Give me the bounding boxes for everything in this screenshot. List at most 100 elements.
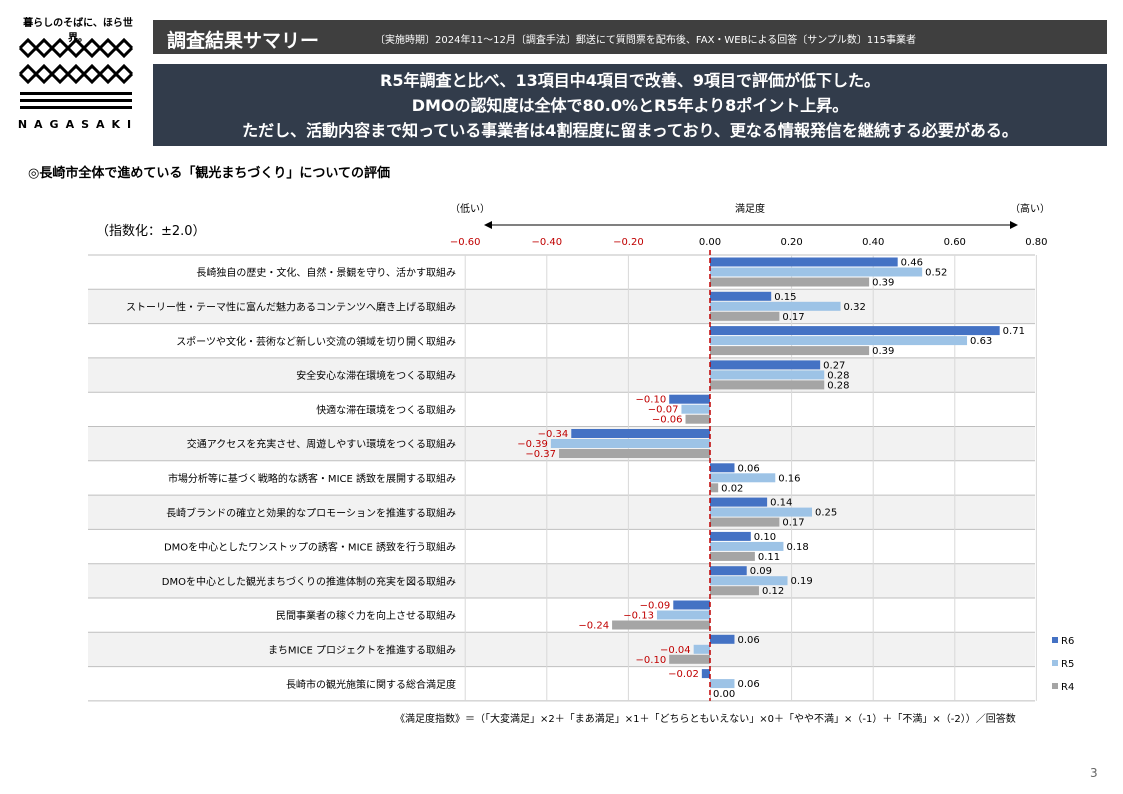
bar-r4 — [710, 517, 780, 527]
bar-r5 — [710, 370, 825, 380]
data-label: −0.37 — [525, 449, 556, 460]
data-label: 0.06 — [737, 463, 759, 474]
category-label: 交通アクセスを充実させ、周遊しやすい環境をつくる取組み — [187, 438, 456, 451]
data-label: 0.06 — [737, 635, 759, 646]
bar-r4 — [710, 586, 759, 596]
tick-label: 0.20 — [780, 237, 802, 248]
survey-note: 〔実施時期〕2024年11～12月〔調査手法〕郵送にて質問票を配布後、FAX・W… — [375, 35, 916, 46]
data-label: 0.39 — [872, 346, 894, 357]
bar-r6 — [710, 497, 768, 507]
category-label: 民間事業者の稼ぐ力を向上させる取組み — [276, 609, 456, 622]
tick-label: −0.20 — [613, 237, 644, 248]
bar-r4 — [710, 311, 780, 321]
bar-r4 — [710, 346, 870, 356]
data-label: 0.12 — [762, 586, 784, 597]
bar-r6 — [673, 600, 710, 610]
data-label: −0.34 — [538, 429, 569, 440]
row-band — [88, 289, 1035, 324]
data-label: 0.28 — [827, 370, 849, 381]
bar-r5 — [693, 644, 710, 654]
data-label: −0.04 — [660, 645, 691, 656]
bar-r5 — [710, 267, 923, 277]
bar-r6 — [710, 531, 751, 541]
axis-arrow-left-icon — [484, 221, 492, 229]
data-label: 0.14 — [770, 498, 792, 509]
axis-high-label: （高い） — [1010, 202, 1050, 215]
data-label: 0.18 — [786, 542, 808, 553]
bar-r4 — [710, 483, 719, 493]
bar-r5 — [710, 336, 968, 346]
data-label: 0.09 — [750, 566, 772, 577]
data-label: 0.15 — [774, 292, 796, 303]
axis-title: 満足度 — [735, 202, 765, 215]
formula-note: 《満足度指数》＝（「大変満足」×2＋「まあ満足」×1＋「どちらともいえない」×0… — [395, 714, 1016, 725]
page-number: 3 — [1090, 766, 1098, 780]
summary-box: R5年調査と比べ、13項目中4項目で改善、9項目で評価が低下した。 DMOの認知… — [153, 64, 1107, 146]
bar-r5 — [681, 404, 710, 414]
bar-r6 — [710, 566, 747, 576]
data-label: 0.32 — [844, 302, 866, 313]
summary-line: DMOの認知度は全体で80.0%とR5年より8ポイント上昇。 — [411, 96, 849, 115]
legend-label: R5 — [1061, 659, 1074, 670]
page-title: 調査結果サマリー — [167, 30, 320, 52]
tick-label: 0.00 — [699, 237, 721, 248]
row-band — [88, 495, 1035, 530]
category-label: 長崎独自の歴史・文化、自然・景観を守り、活かす取組み — [196, 266, 456, 279]
category-label: DMOを中心とした観光まちづくりの推進体制の充実を図る取組み — [162, 575, 456, 588]
bar-r6 — [710, 326, 1000, 336]
summary-line: R5年調査と比べ、13項目中4項目で改善、9項目で評価が低下した。 — [380, 71, 880, 90]
bar-r5 — [710, 507, 812, 517]
bar-r6 — [710, 634, 735, 644]
data-label: 0.63 — [970, 336, 992, 347]
bar-r4 — [669, 654, 710, 664]
bar-r6 — [710, 291, 772, 301]
legend-swatch-r4 — [1052, 683, 1058, 689]
data-label: −0.24 — [578, 621, 609, 632]
category-label: 長崎ブランドの確立と効果的なプロモーションを推進する取組み — [166, 506, 456, 519]
title-bar: 調査結果サマリー 〔実施時期〕2024年11～12月〔調査手法〕郵送にて質問票を… — [153, 20, 1107, 54]
bar-r5 — [710, 679, 735, 689]
bar-r5 — [710, 576, 788, 586]
data-label: −0.07 — [648, 405, 679, 416]
tick-label: 0.60 — [944, 237, 966, 248]
category-label: スポーツや文化・芸術など新しい交流の領域を切り開く取組み — [176, 335, 456, 348]
row-band — [88, 357, 1035, 393]
bar-r4 — [710, 277, 870, 287]
data-label: 0.10 — [754, 532, 776, 543]
data-label: −0.10 — [636, 655, 667, 666]
data-label: 0.71 — [1003, 326, 1025, 337]
logo-name: NAGASAKI — [17, 118, 139, 131]
bar-r4 — [710, 380, 825, 390]
tick-label: 0.80 — [1025, 237, 1047, 248]
data-label: 0.19 — [791, 576, 813, 587]
category-label: 市場分析等に基づく戦略的な誘客・MICE 誘致を展開する取組み — [168, 472, 456, 485]
data-label: 0.17 — [782, 518, 804, 529]
axis-arrow-right-icon — [1010, 221, 1018, 229]
data-label: 0.00 — [713, 689, 735, 700]
data-label: 0.46 — [901, 258, 923, 269]
data-label: 0.17 — [782, 312, 804, 323]
category-label: DMOを中心としたワンストップの誘客・MICE 誘致を行う取組み — [164, 541, 456, 554]
bar-r6 — [669, 394, 710, 404]
category-label: 快適な滞在環境をつくる取組み — [316, 403, 456, 416]
summary-line: ただし、活動内容まで知っている事業者は4割程度に留まっており、更なる情報発信を継… — [242, 121, 1018, 140]
data-label: −0.39 — [517, 439, 548, 450]
logo-pattern-icon — [18, 37, 134, 109]
data-label: −0.06 — [652, 415, 683, 426]
row-band — [88, 632, 1035, 667]
axis-low-label: （低い） — [450, 202, 490, 215]
bar-r4 — [559, 449, 710, 458]
data-label: 0.11 — [758, 552, 780, 563]
bar-r5 — [710, 301, 841, 311]
data-label: −0.10 — [636, 395, 667, 406]
nagasaki-logo: 暮らしのそばに、ほら世界。 NAGASAKI — [14, 14, 142, 134]
data-label: −0.09 — [640, 601, 671, 612]
data-label: 0.16 — [778, 473, 800, 484]
bar-r5 — [710, 473, 776, 483]
category-label: 長崎市の観光施策に関する総合満足度 — [286, 678, 456, 691]
legend-label: R4 — [1061, 682, 1074, 693]
data-label: −0.13 — [623, 611, 654, 622]
bar-r4 — [612, 620, 710, 630]
bar-r5 — [710, 541, 784, 551]
tick-label: 0.40 — [862, 237, 884, 248]
